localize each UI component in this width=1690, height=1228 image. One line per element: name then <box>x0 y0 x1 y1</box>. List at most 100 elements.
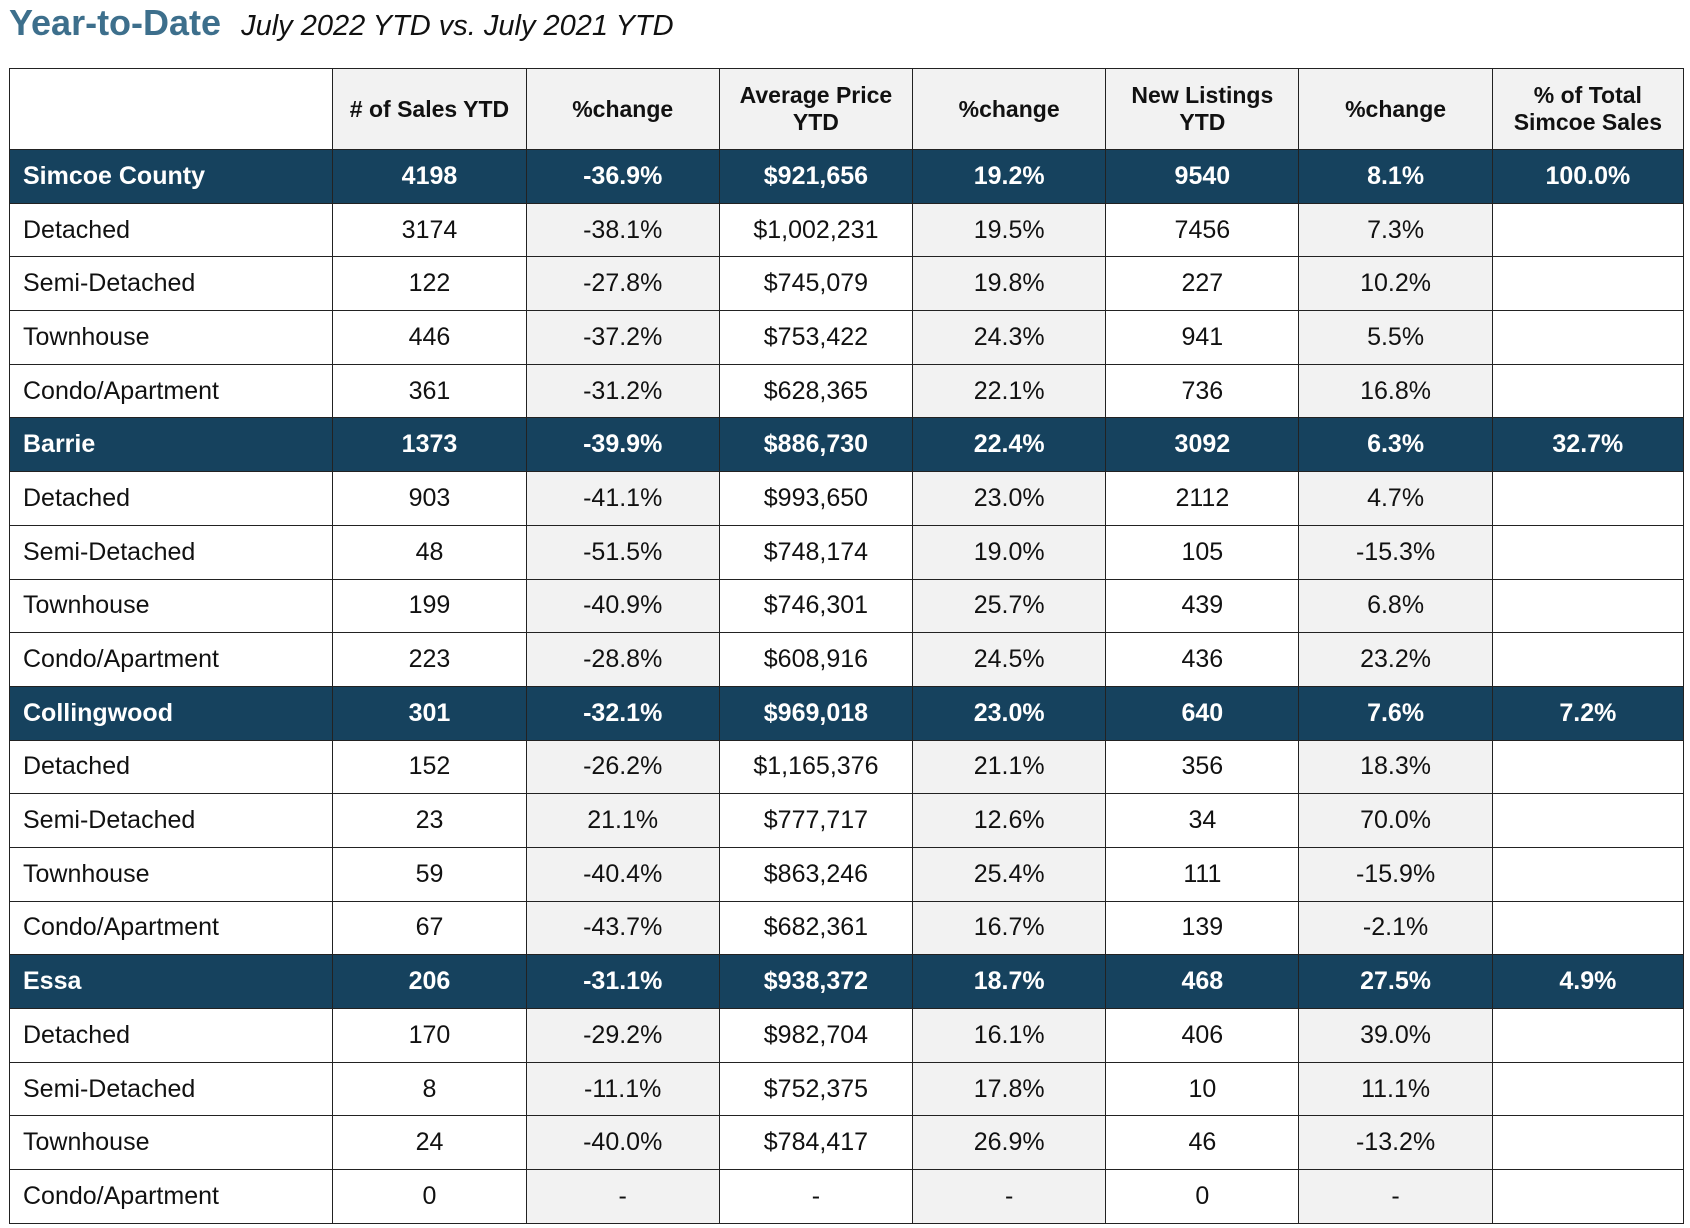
price-change-cell: 12.6% <box>912 793 1107 848</box>
sales-ytd-cell: 223 <box>332 632 527 687</box>
listings-change-cell: 6.8% <box>1298 578 1493 634</box>
sales-change-cell: -39.9% <box>525 417 720 473</box>
sales-change-cell: 21.1% <box>525 793 720 848</box>
sales-ytd-cell: 48 <box>332 524 527 580</box>
sales-ytd-cell: 1373 <box>332 417 527 473</box>
row-label: Townhouse <box>8 846 334 902</box>
header-row: # of Sales YTD %change Average Price YTD… <box>8 68 1685 150</box>
price-change-cell: 21.1% <box>912 739 1107 795</box>
sales-ytd-cell: 199 <box>332 578 527 634</box>
price-change-cell: 24.5% <box>912 632 1107 687</box>
share-of-total-cell <box>1491 363 1685 419</box>
sales-ytd-cell: 3174 <box>332 202 527 258</box>
row-label: Semi-Detached <box>8 256 334 312</box>
property-type-row: Townhouse 446 -37.2% $753,422 24.3% 941 5.5% <box>8 310 1685 365</box>
new-listings-cell: 105 <box>1105 524 1300 580</box>
share-of-total-cell <box>1491 524 1685 580</box>
sales-ytd-cell: 67 <box>332 900 527 956</box>
new-listings-cell: 2112 <box>1105 471 1300 526</box>
listings-change-cell: - <box>1298 1169 1493 1224</box>
listings-change-cell: 70.0% <box>1298 793 1493 848</box>
listings-change-cell: 10.2% <box>1298 256 1493 312</box>
sales-change-cell: -11.1% <box>525 1061 720 1117</box>
new-listings-cell: 468 <box>1105 954 1300 1009</box>
property-type-row: Semi-Detached 48 -51.5% $748,174 19.0% 105 -15… <box>8 524 1685 580</box>
sales-change-cell: -36.9% <box>525 149 720 204</box>
row-label: Collingwood <box>8 685 334 741</box>
property-type-row: Semi-Detached 23 21.1% $777,717 12.6% 34 70.0% <box>8 793 1685 848</box>
average-price-cell: $745,079 <box>718 256 914 312</box>
price-change-cell: 25.7% <box>912 578 1107 634</box>
property-type-row: Semi-Detached 122 -27.8% $745,079 19.8% 227 10… <box>8 256 1685 312</box>
sales-change-cell: -38.1% <box>525 202 720 258</box>
listings-change-cell: 16.8% <box>1298 363 1493 419</box>
row-label: Simcoe County <box>8 149 334 204</box>
price-change-cell: - <box>912 1169 1107 1224</box>
sales-change-cell: -29.2% <box>525 1008 720 1063</box>
sales-ytd-cell: 4198 <box>332 149 527 204</box>
average-price-cell: $752,375 <box>718 1061 914 1117</box>
average-price-cell: $628,365 <box>718 363 914 419</box>
share-of-total-cell <box>1491 471 1685 526</box>
property-type-row: Townhouse 24 -40.0% $784,417 26.9% 46 -13.2% <box>8 1115 1685 1171</box>
new-listings-cell: 439 <box>1105 578 1300 634</box>
price-change-cell: 19.2% <box>912 149 1107 204</box>
sales-ytd-cell: 170 <box>332 1008 527 1063</box>
property-type-row: Semi-Detached 8 -11.1% $752,375 17.8% 10 11.1% <box>8 1061 1685 1117</box>
price-change-cell: 16.1% <box>912 1008 1107 1063</box>
property-type-row: Detached 152 -26.2% $1,165,376 21.1% 356 18.3% <box>8 739 1685 795</box>
listings-change-cell: -15.9% <box>1298 846 1493 902</box>
region-summary-row: Barrie 1373 -39.9% $886,730 22.4% 3092 6.3% 32.… <box>8 417 1685 473</box>
sales-change-cell: -40.4% <box>525 846 720 902</box>
column-header-new-listings: New Listings YTD <box>1105 68 1300 150</box>
sales-change-cell: -40.0% <box>525 1115 720 1171</box>
column-header-area <box>8 68 334 150</box>
share-of-total-cell: 4.9% <box>1491 954 1685 1009</box>
new-listings-cell: 10 <box>1105 1061 1300 1117</box>
column-header-sales: # of Sales YTD <box>332 68 527 150</box>
new-listings-cell: 736 <box>1105 363 1300 419</box>
sales-change-cell: - <box>525 1169 720 1224</box>
share-of-total-cell <box>1491 1115 1685 1171</box>
share-of-total-cell: 32.7% <box>1491 417 1685 473</box>
new-listings-cell: 941 <box>1105 310 1300 365</box>
price-change-cell: 24.3% <box>912 310 1107 365</box>
share-of-total-cell <box>1491 256 1685 312</box>
listings-change-cell: 39.0% <box>1298 1008 1493 1063</box>
average-price-cell: $784,417 <box>718 1115 914 1171</box>
average-price-cell: $938,372 <box>718 954 914 1009</box>
price-change-cell: 23.0% <box>912 471 1107 526</box>
share-of-total-cell: 100.0% <box>1491 149 1685 204</box>
new-listings-cell: 640 <box>1105 685 1300 741</box>
listings-change-cell: 5.5% <box>1298 310 1493 365</box>
table-header: # of Sales YTD %change Average Price YTD… <box>8 68 1685 150</box>
row-label: Barrie <box>8 417 334 473</box>
property-type-row: Townhouse 59 -40.4% $863,246 25.4% 111 -15.9% <box>8 846 1685 902</box>
listings-change-cell: 18.3% <box>1298 739 1493 795</box>
row-label: Essa <box>8 954 334 1009</box>
average-price-cell: $886,730 <box>718 417 914 473</box>
property-type-row: Condo/Apartment 67 -43.7% $682,361 16.7% 139-… <box>8 900 1685 956</box>
average-price-cell: $746,301 <box>718 578 914 634</box>
sales-change-cell: -41.1% <box>525 471 720 526</box>
average-price-cell: $748,174 <box>718 524 914 580</box>
region-summary-row: Collingwood 301 -32.1% $969,018 23.0% 640 7.6%… <box>8 685 1685 741</box>
new-listings-cell: 227 <box>1105 256 1300 312</box>
property-type-row: Detached 903 -41.1% $993,650 23.0% 2112 4.7% <box>8 471 1685 526</box>
sales-ytd-cell: 0 <box>332 1169 527 1224</box>
new-listings-cell: 34 <box>1105 793 1300 848</box>
sales-ytd-cell: 122 <box>332 256 527 312</box>
price-change-cell: 18.7% <box>912 954 1107 1009</box>
row-label: Townhouse <box>8 578 334 634</box>
average-price-cell: $1,165,376 <box>718 739 914 795</box>
row-label: Semi-Detached <box>8 793 334 848</box>
share-of-total-cell <box>1491 202 1685 258</box>
sales-ytd-cell: 361 <box>332 363 527 419</box>
row-label: Detached <box>8 739 334 795</box>
price-change-cell: 25.4% <box>912 846 1107 902</box>
column-header-share-of-total: % of Total Simcoe Sales <box>1491 68 1685 150</box>
row-label: Detached <box>8 1008 334 1063</box>
row-label: Detached <box>8 471 334 526</box>
listings-change-cell: -13.2% <box>1298 1115 1493 1171</box>
average-price-cell: - <box>718 1169 914 1224</box>
